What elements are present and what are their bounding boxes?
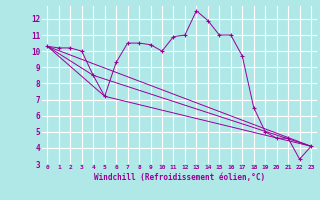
X-axis label: Windchill (Refroidissement éolien,°C): Windchill (Refroidissement éolien,°C) — [94, 173, 265, 182]
